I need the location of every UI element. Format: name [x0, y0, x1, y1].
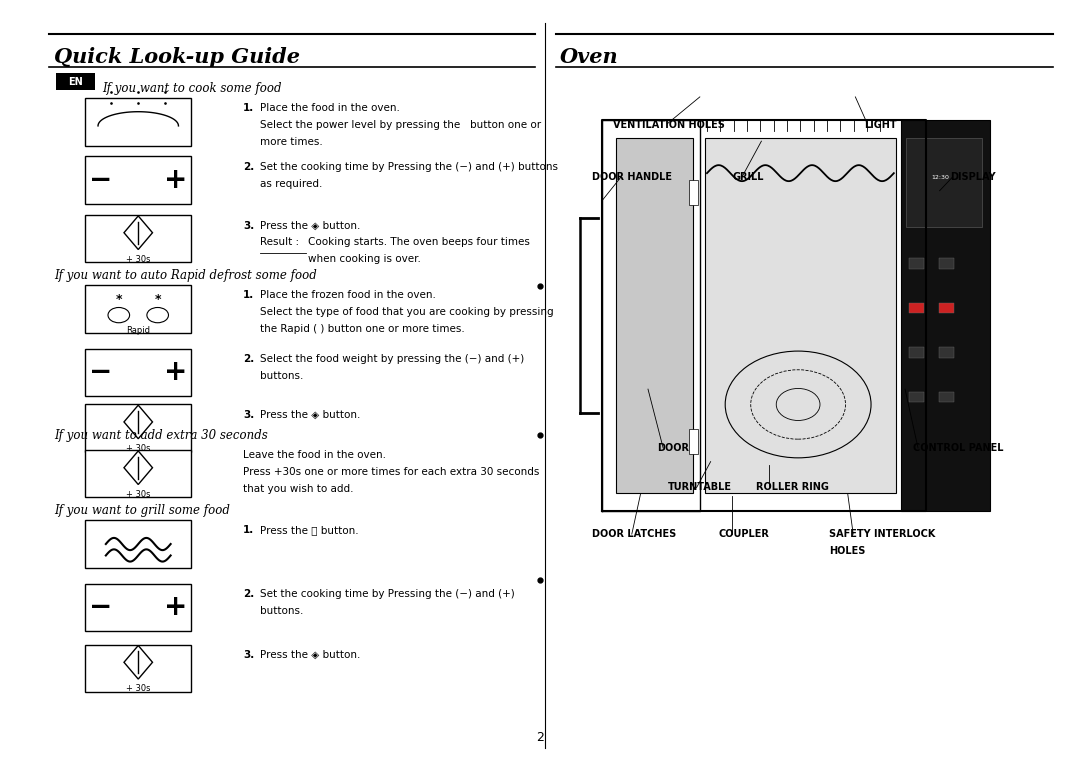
Bar: [689, 180, 698, 204]
Text: If you want to add extra 30 seconds: If you want to add extra 30 seconds: [54, 429, 268, 442]
Text: Quick Look-up Guide: Quick Look-up Guide: [54, 47, 300, 67]
Text: + 30s: + 30s: [126, 255, 150, 264]
Text: 3.: 3.: [243, 650, 254, 660]
Bar: [85, 520, 191, 568]
Text: Place the food in the oven.: Place the food in the oven.: [260, 103, 401, 113]
Text: DOOR HANDLE: DOOR HANDLE: [592, 172, 672, 182]
Text: that you wish to add.: that you wish to add.: [243, 484, 353, 494]
Text: Place the frozen food in the oven.: Place the frozen food in the oven.: [260, 290, 436, 300]
Text: VENTILATION HOLES: VENTILATION HOLES: [613, 120, 726, 130]
Polygon shape: [704, 137, 896, 494]
Text: Set the cooking time by Pressing the (−) and (+) buttons: Set the cooking time by Pressing the (−)…: [260, 162, 558, 172]
Text: 2: 2: [536, 731, 544, 744]
Bar: [909, 391, 924, 402]
Polygon shape: [901, 120, 989, 511]
Text: Press the ◈ button.: Press the ◈ button.: [260, 410, 361, 420]
Text: +: +: [164, 594, 188, 621]
Bar: [939, 303, 954, 314]
Text: 3.: 3.: [243, 221, 254, 230]
Text: + 30s: + 30s: [126, 490, 150, 499]
Text: Select the power level by pressing the   button one or: Select the power level by pressing the b…: [260, 120, 541, 130]
Bar: [909, 303, 924, 314]
Bar: [85, 584, 191, 631]
Text: 1.: 1.: [243, 103, 254, 113]
Bar: [85, 450, 191, 497]
Text: 2.: 2.: [243, 162, 254, 172]
Bar: [939, 391, 954, 402]
Text: Press +30s one or more times for each extra 30 seconds: Press +30s one or more times for each ex…: [243, 467, 539, 477]
Text: GRILL: GRILL: [732, 172, 764, 182]
Text: SAFETY INTERLOCK: SAFETY INTERLOCK: [829, 529, 935, 539]
Bar: [939, 259, 954, 269]
Bar: [85, 98, 191, 146]
Text: 2.: 2.: [243, 354, 254, 364]
Bar: [85, 645, 191, 692]
Text: buttons.: buttons.: [260, 606, 303, 616]
Text: CONTROL PANEL: CONTROL PANEL: [913, 443, 1003, 452]
Text: 12:30: 12:30: [931, 175, 949, 180]
Bar: [56, 73, 95, 90]
Text: the Rapid ( ) button one or more times.: the Rapid ( ) button one or more times.: [260, 324, 465, 333]
Text: Press the ◈ button.: Press the ◈ button.: [260, 650, 361, 660]
Text: *: *: [154, 293, 161, 307]
Text: −: −: [89, 594, 112, 621]
Text: Leave the food in the oven.: Leave the food in the oven.: [243, 450, 386, 460]
Text: + 30s: + 30s: [126, 444, 150, 453]
Text: EN: EN: [68, 76, 83, 87]
Text: more times.: more times.: [260, 137, 323, 146]
Bar: [85, 349, 191, 396]
Text: COUPLER: COUPLER: [718, 529, 769, 539]
Text: If you want to grill some food: If you want to grill some food: [54, 504, 230, 517]
Text: Press the ◈ button.: Press the ◈ button.: [260, 221, 361, 230]
Text: *: *: [116, 293, 122, 307]
Text: +: +: [164, 359, 188, 386]
Text: Oven: Oven: [559, 47, 618, 67]
Polygon shape: [616, 137, 693, 494]
Bar: [939, 347, 954, 358]
Text: 3.: 3.: [243, 410, 254, 420]
Text: If you want to auto Rapid defrost some food: If you want to auto Rapid defrost some f…: [54, 269, 316, 282]
Text: −: −: [89, 359, 112, 386]
Text: DOOR LATCHES: DOOR LATCHES: [592, 529, 676, 539]
Text: as required.: as required.: [260, 179, 323, 188]
Text: 1.: 1.: [243, 525, 254, 535]
Bar: [85, 215, 191, 262]
Text: Result :: Result :: [260, 237, 299, 247]
Text: + 30s: + 30s: [126, 684, 150, 694]
Text: Select the food weight by pressing the (−) and (+): Select the food weight by pressing the (…: [260, 354, 525, 364]
Bar: [909, 347, 924, 358]
Text: 1.: 1.: [243, 290, 254, 300]
Text: Press the ㏙ button.: Press the ㏙ button.: [260, 525, 359, 535]
Text: Set the cooking time by Pressing the (−) and (+): Set the cooking time by Pressing the (−)…: [260, 589, 515, 599]
Text: DISPLAY: DISPLAY: [950, 172, 996, 182]
Bar: [689, 430, 698, 454]
Bar: [85, 285, 191, 333]
Text: 2.: 2.: [243, 589, 254, 599]
Text: when cooking is over.: when cooking is over.: [308, 254, 421, 264]
Text: If you want to cook some food: If you want to cook some food: [103, 82, 282, 95]
Text: Rapid: Rapid: [126, 326, 150, 335]
Text: Cooking starts. The oven beeps four times: Cooking starts. The oven beeps four time…: [308, 237, 529, 247]
Bar: [909, 259, 924, 269]
Text: ROLLER RING: ROLLER RING: [756, 482, 828, 492]
Text: Select the type of food that you are cooking by pressing: Select the type of food that you are coo…: [260, 307, 554, 317]
Bar: [906, 137, 982, 227]
Text: −: −: [89, 166, 112, 194]
Text: buttons.: buttons.: [260, 371, 303, 381]
Text: LIGHT: LIGHT: [864, 120, 896, 130]
Text: DOOR: DOOR: [657, 443, 689, 452]
Text: +: +: [164, 166, 188, 194]
Text: HOLES: HOLES: [829, 546, 866, 555]
Text: TURNTABLE: TURNTABLE: [667, 482, 731, 492]
Bar: [85, 156, 191, 204]
Bar: [85, 404, 191, 452]
